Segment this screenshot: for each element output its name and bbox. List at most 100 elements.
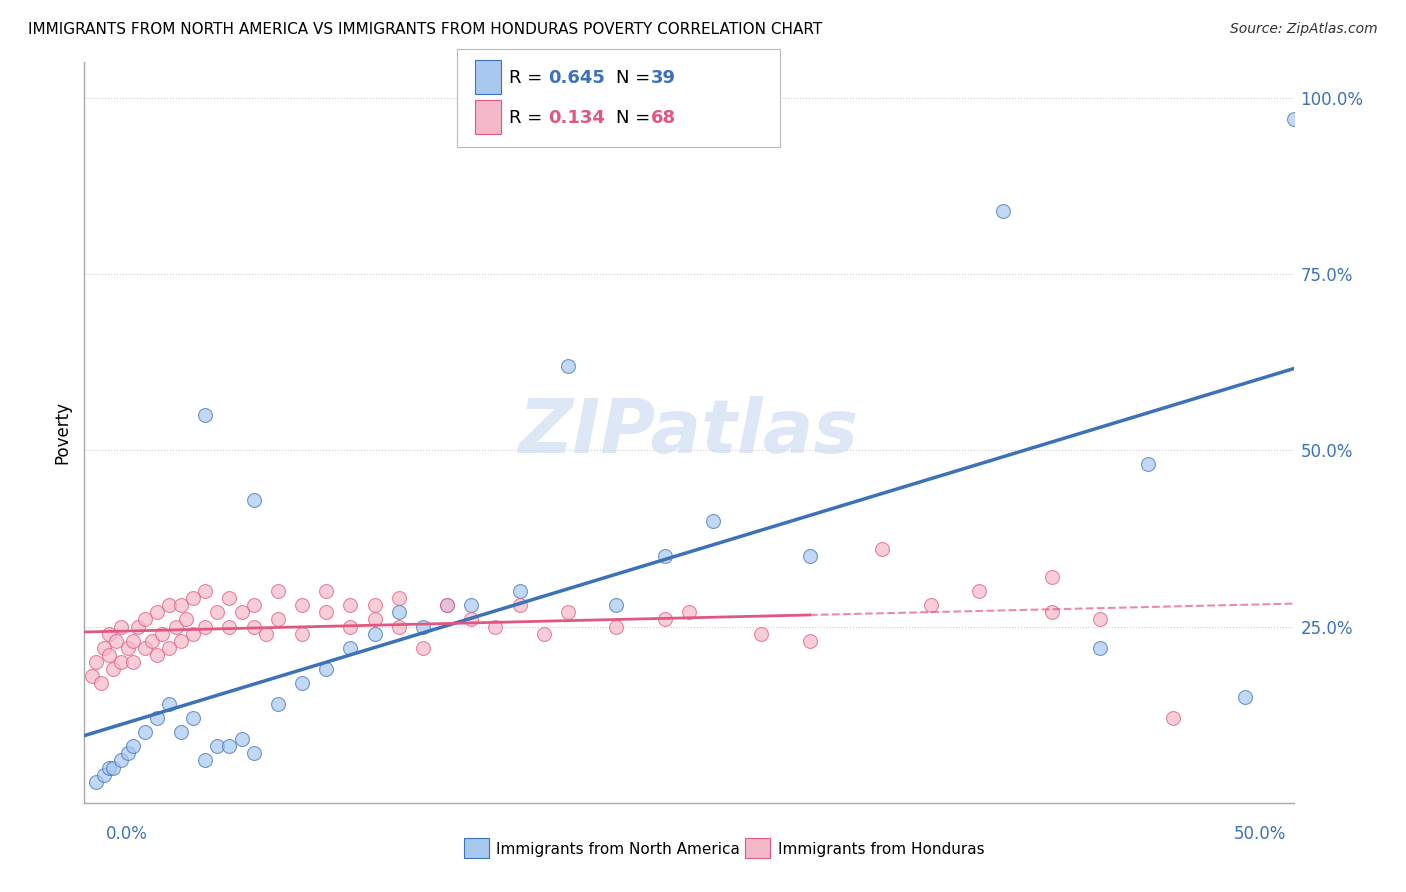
Point xyxy=(218,619,240,633)
Point xyxy=(1040,570,1063,584)
Text: 0.0%: 0.0% xyxy=(105,825,148,843)
Point xyxy=(157,697,180,711)
Point xyxy=(194,619,217,633)
Point xyxy=(678,606,700,620)
Point xyxy=(127,619,149,633)
Point xyxy=(117,640,139,655)
Point xyxy=(242,492,264,507)
Point xyxy=(218,591,240,606)
Point xyxy=(103,662,125,676)
Point xyxy=(993,203,1015,218)
Point xyxy=(97,626,120,640)
Point xyxy=(90,676,112,690)
Point xyxy=(242,747,264,761)
Text: Immigrants from North America: Immigrants from North America xyxy=(496,842,740,856)
Point xyxy=(117,747,139,761)
Point xyxy=(363,612,385,626)
Point xyxy=(170,633,193,648)
Point xyxy=(157,599,180,613)
Text: IMMIGRANTS FROM NORTH AMERICA VS IMMIGRANTS FROM HONDURAS POVERTY CORRELATION CH: IMMIGRANTS FROM NORTH AMERICA VS IMMIGRA… xyxy=(28,22,823,37)
Point xyxy=(194,408,217,422)
Point xyxy=(80,669,103,683)
Point xyxy=(1137,458,1160,472)
Point xyxy=(291,676,314,690)
Text: Immigrants from Honduras: Immigrants from Honduras xyxy=(778,842,984,856)
Point xyxy=(1088,640,1111,655)
Point xyxy=(799,549,821,563)
Text: R =: R = xyxy=(509,69,548,87)
Point xyxy=(110,655,132,669)
Point xyxy=(339,640,361,655)
Point xyxy=(1088,612,1111,626)
Point xyxy=(751,626,773,640)
Point xyxy=(141,633,163,648)
Point xyxy=(165,619,187,633)
Point xyxy=(267,584,290,599)
Point xyxy=(654,549,676,563)
Text: 50.0%: 50.0% xyxy=(1234,825,1286,843)
Point xyxy=(605,599,627,613)
Point xyxy=(436,599,458,613)
Text: Source: ZipAtlas.com: Source: ZipAtlas.com xyxy=(1230,22,1378,37)
Point xyxy=(557,606,579,620)
Point xyxy=(654,612,676,626)
Point xyxy=(315,584,337,599)
Point xyxy=(388,591,411,606)
Point xyxy=(315,606,337,620)
Point xyxy=(339,599,361,613)
Point xyxy=(1161,711,1184,725)
Point xyxy=(110,619,132,633)
Point xyxy=(363,626,385,640)
Y-axis label: Poverty: Poverty xyxy=(53,401,72,464)
Point xyxy=(1282,112,1305,126)
Point xyxy=(605,619,627,633)
Point xyxy=(267,612,290,626)
Point xyxy=(207,606,229,620)
Point xyxy=(134,640,156,655)
Point xyxy=(194,584,217,599)
Point xyxy=(218,739,240,754)
Point xyxy=(339,619,361,633)
Point xyxy=(181,591,204,606)
Point xyxy=(388,606,411,620)
Point xyxy=(146,648,169,662)
Point xyxy=(291,626,314,640)
Text: N =: N = xyxy=(616,69,655,87)
Point xyxy=(460,599,482,613)
Point xyxy=(146,606,169,620)
Text: ZIPatlas: ZIPatlas xyxy=(519,396,859,469)
Point xyxy=(86,655,108,669)
Text: 0.645: 0.645 xyxy=(548,69,605,87)
Point xyxy=(146,711,169,725)
Point xyxy=(134,725,156,739)
Point xyxy=(291,599,314,613)
Point xyxy=(231,606,253,620)
Point xyxy=(267,697,290,711)
Point xyxy=(110,754,132,768)
Point xyxy=(181,711,204,725)
Point xyxy=(484,619,506,633)
Point xyxy=(121,739,143,754)
Point xyxy=(97,648,120,662)
Point xyxy=(121,655,143,669)
Point xyxy=(460,612,482,626)
Text: N =: N = xyxy=(616,109,655,127)
Point xyxy=(150,626,173,640)
Point xyxy=(509,599,531,613)
Text: 39: 39 xyxy=(651,69,676,87)
Point xyxy=(231,732,253,747)
Point xyxy=(242,619,264,633)
Text: 0.134: 0.134 xyxy=(548,109,605,127)
Point xyxy=(194,754,217,768)
Point xyxy=(104,633,127,648)
Point xyxy=(509,584,531,599)
Point xyxy=(121,633,143,648)
Point xyxy=(533,626,555,640)
Point xyxy=(157,640,180,655)
Point xyxy=(920,599,942,613)
Point xyxy=(207,739,229,754)
Point xyxy=(93,767,115,781)
Point xyxy=(1234,690,1257,704)
Point xyxy=(872,541,894,556)
Point xyxy=(170,725,193,739)
